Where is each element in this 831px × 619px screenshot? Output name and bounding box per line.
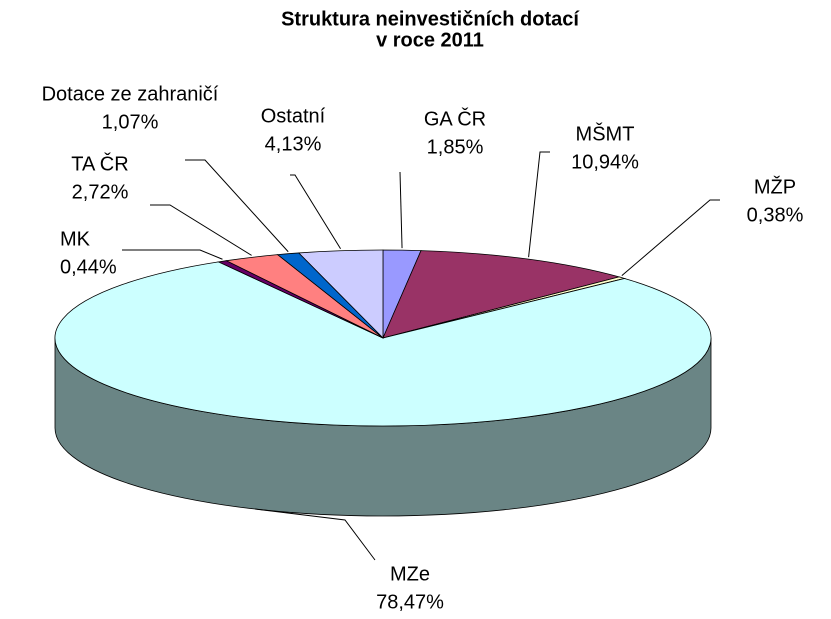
leader-line (254, 508, 376, 561)
leader-line (399, 171, 403, 249)
slice-label: GA ČR (424, 107, 486, 130)
slice (382, 250, 621, 339)
slice-value-label: 1,07% (102, 111, 159, 133)
slice-value-label: 0,44% (60, 256, 117, 278)
slice-label: TA ČR (71, 152, 128, 175)
slice-value-label: 0,38% (747, 204, 804, 226)
slice-value-label: 78,47% (376, 591, 444, 613)
slice-label: MŠMT (576, 122, 635, 145)
slice-label: MZe (390, 563, 430, 585)
leader-line (621, 199, 720, 277)
chart-title: Struktura neinvestičních dotací (281, 8, 580, 30)
slice-value-label: 2,72% (72, 181, 129, 203)
leader-line (185, 159, 289, 253)
slice-label: Dotace ze zahraničí (42, 83, 219, 105)
slice (54, 261, 712, 427)
leader-line (290, 174, 341, 250)
leader-line (150, 204, 252, 256)
leader-line (122, 249, 223, 260)
slice-label: MK (60, 228, 91, 250)
chart-title: v roce 2011 (376, 29, 484, 51)
slice-value-label: 4,13% (265, 133, 322, 155)
slice-label: MŽP (754, 175, 796, 198)
slice-label: Ostatní (261, 105, 326, 127)
leader-line (528, 151, 550, 258)
slice (297, 249, 384, 339)
slice-value-label: 1,85% (427, 136, 484, 158)
slice-value-label: 10,94% (571, 151, 639, 173)
